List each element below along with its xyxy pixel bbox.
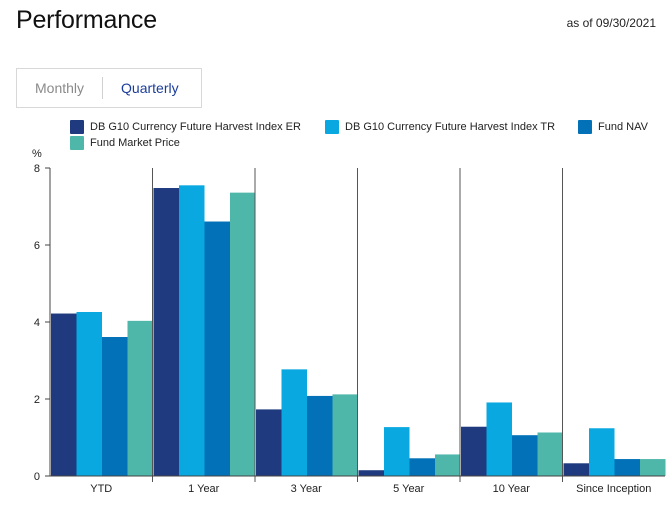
- x-tick-label: 3 Year: [291, 483, 323, 495]
- legend-label-nav: Fund NAV: [598, 121, 648, 133]
- bar: [358, 470, 384, 476]
- bar: [589, 428, 615, 476]
- legend-label-tr: DB G10 Currency Future Harvest Index TR: [345, 121, 556, 133]
- y-tick-label: 4: [34, 317, 40, 329]
- legend-item-tr[interactable]: DB G10 Currency Future Harvest Index TR: [325, 120, 555, 134]
- bar: [486, 402, 512, 476]
- page-title: Performance: [16, 6, 157, 34]
- x-tick-label: 1 Year: [188, 483, 220, 495]
- bar: [563, 463, 589, 476]
- bar: [640, 459, 666, 476]
- bar: [409, 458, 435, 476]
- bar: [384, 427, 410, 476]
- bar: [76, 311, 102, 476]
- tab-monthly[interactable]: Monthly: [35, 80, 85, 96]
- bar: [102, 337, 128, 476]
- legend-swatch-tr: [325, 120, 339, 134]
- bar: [435, 454, 461, 476]
- bar: [512, 435, 538, 476]
- legend-label-market: Fund Market Price: [90, 137, 180, 149]
- x-tick-label: YTD: [90, 483, 112, 495]
- x-tick-label: 10 Year: [493, 483, 531, 495]
- legend-item-er[interactable]: DB G10 Currency Future Harvest Index ER: [70, 120, 301, 134]
- y-tick-label: 6: [34, 240, 40, 252]
- bar: [230, 192, 256, 476]
- bar: [127, 320, 153, 476]
- bar: [153, 188, 179, 476]
- bar: [307, 395, 333, 476]
- y-axis-unit-label: %: [32, 148, 42, 160]
- y-tick-label: 8: [34, 163, 40, 175]
- y-tick-label: 2: [34, 394, 40, 406]
- bar: [614, 459, 640, 476]
- legend-item-market[interactable]: Fund Market Price: [70, 136, 180, 150]
- bar: [281, 369, 307, 476]
- bar: [537, 432, 563, 476]
- legend-swatch-er: [70, 120, 84, 134]
- legend-label-er: DB G10 Currency Future Harvest Index ER: [90, 121, 301, 133]
- tab-quarterly[interactable]: Quarterly: [102, 77, 197, 99]
- as-of-date: as of 09/30/2021: [566, 16, 656, 30]
- x-tick-label: 5 Year: [393, 483, 425, 495]
- bar: [179, 185, 205, 476]
- bar: [332, 394, 358, 476]
- legend-swatch-market: [70, 136, 84, 150]
- legend-item-nav[interactable]: Fund NAV: [578, 120, 648, 134]
- bar: [256, 409, 282, 476]
- bar: [204, 221, 230, 476]
- period-tabs: Monthly Quarterly: [16, 68, 202, 108]
- bar: [51, 313, 77, 476]
- x-tick-label: Since Inception: [576, 483, 651, 495]
- legend-swatch-nav: [578, 120, 592, 134]
- bar: [461, 426, 487, 476]
- y-tick-label: 0: [34, 471, 40, 483]
